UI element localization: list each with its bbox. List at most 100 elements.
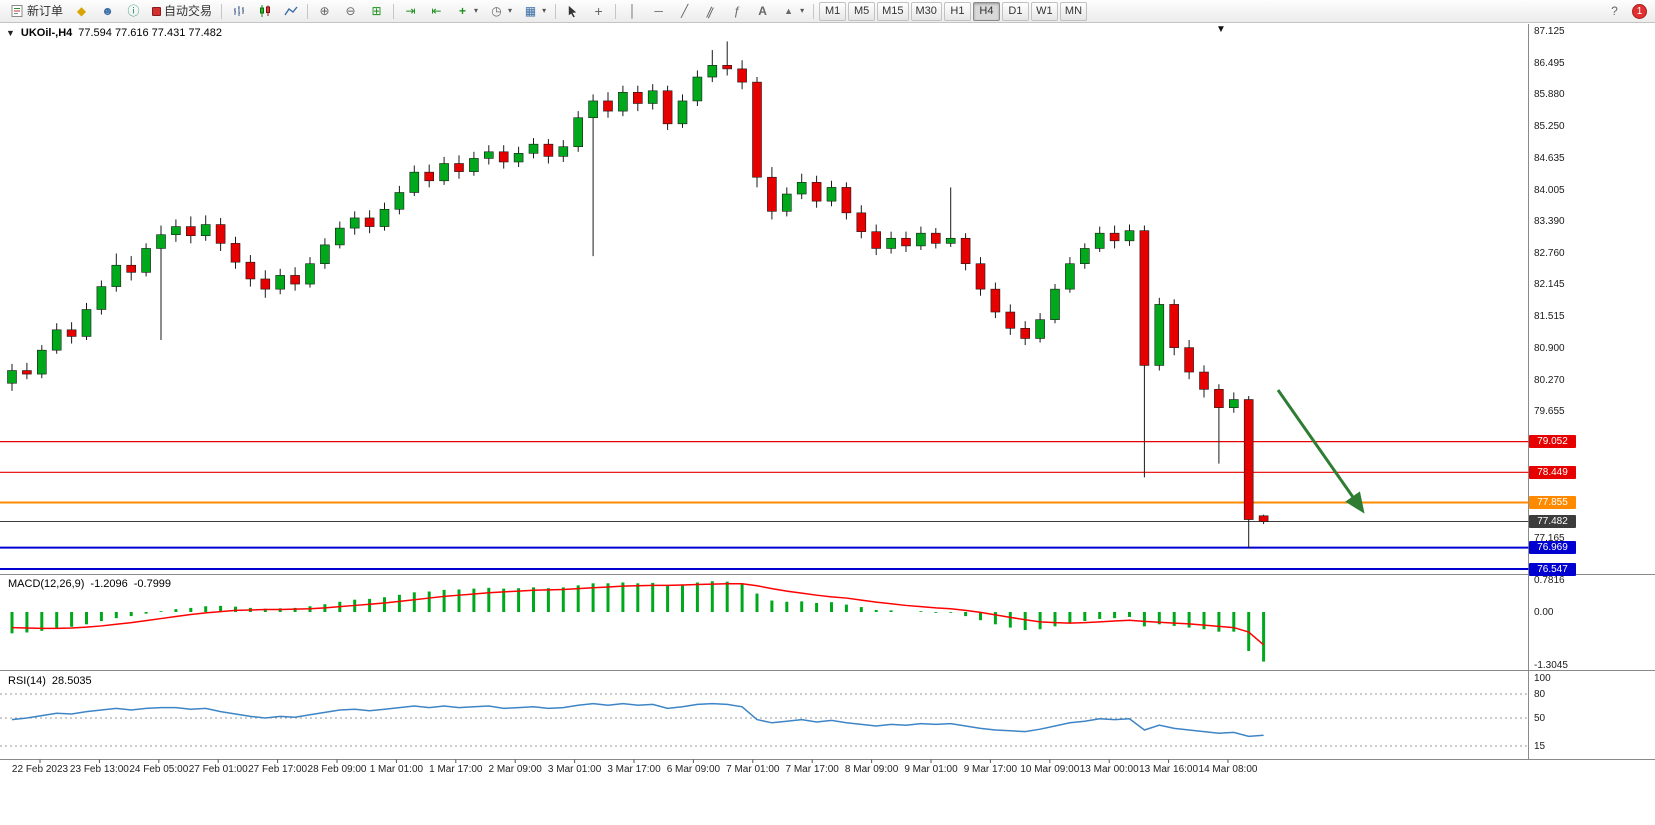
- help-button[interactable]: ?: [1602, 1, 1627, 21]
- wizard-icon: ◆: [76, 4, 87, 18]
- bear-candle: [871, 231, 882, 249]
- cursor-button[interactable]: [560, 1, 585, 21]
- chevron-down-icon: ▾: [508, 6, 513, 15]
- channel-button[interactable]: ∥: [698, 1, 723, 21]
- bull-candle: [707, 65, 718, 78]
- toolbar-separator: [813, 3, 815, 19]
- bear-candle: [990, 288, 1001, 313]
- indicators-icon: +: [459, 4, 467, 18]
- bear-candle: [290, 275, 300, 285]
- macd-layer: [10, 581, 1266, 662]
- auto-scroll-button[interactable]: ⇥: [398, 1, 423, 21]
- bull-candle: [1124, 230, 1135, 242]
- fibonacci-icon: ƒ: [733, 4, 740, 18]
- bull-candle: [171, 226, 181, 236]
- bear-candle: [364, 217, 375, 227]
- tile-windows-button[interactable]: ⊞: [364, 1, 389, 21]
- timeframe-button-M30[interactable]: M30: [910, 1, 942, 21]
- trendline-button[interactable]: ╱: [672, 1, 697, 21]
- timeframe-button-M5[interactable]: M5: [848, 1, 876, 21]
- bull-candle: [677, 100, 688, 125]
- bar-chart-button[interactable]: [226, 1, 251, 21]
- vertical-line-button[interactable]: │: [620, 1, 645, 21]
- autotrading-stopped-icon: [152, 6, 162, 16]
- candlestick-chart-icon: [257, 4, 272, 19]
- bear-candle: [1184, 347, 1194, 373]
- new-order-label: 新订单: [27, 4, 64, 18]
- annotation-arrow[interactable]: [1276, 389, 1365, 514]
- fibonacci-button[interactable]: ƒ: [724, 1, 749, 21]
- timeframe-button-H1[interactable]: H1: [943, 1, 971, 21]
- new-order-button[interactable]: 新订单: [4, 1, 68, 21]
- bear-candle: [22, 370, 32, 375]
- timeframe-button-MN[interactable]: MN: [1059, 1, 1088, 21]
- arrows-button[interactable]: ▲ ▾: [776, 1, 809, 21]
- chevron-down-icon: ▾: [800, 6, 805, 15]
- bear-candle: [260, 278, 271, 290]
- bear-candle: [856, 212, 867, 232]
- community-icon: ⓘ: [127, 4, 140, 18]
- bull-candle: [528, 143, 539, 154]
- bear-candle: [841, 187, 852, 214]
- timeframe-button-H4[interactable]: H4: [972, 1, 1000, 21]
- timeframe-button-D1[interactable]: D1: [1001, 1, 1029, 21]
- timeframe-button-M1[interactable]: M1: [819, 1, 847, 21]
- bear-candle: [230, 243, 241, 263]
- bar-chart-icon: [231, 4, 246, 19]
- rsi-line: [11, 702, 1264, 738]
- horizontal-line-button[interactable]: ─: [646, 1, 671, 21]
- bear-candle: [930, 232, 941, 244]
- autotrading-label: 自动交易: [164, 4, 213, 18]
- periods-button[interactable]: ◷ ▾: [484, 1, 517, 21]
- candlestick-chart-button[interactable]: [252, 1, 277, 21]
- bear-candle: [901, 237, 911, 247]
- crosshair-button[interactable]: +: [586, 1, 611, 21]
- bull-candle: [796, 182, 807, 195]
- bull-candle: [647, 90, 658, 104]
- bear-candle: [66, 329, 77, 337]
- main-toolbar: 新订单 ◆ ☻ ⓘ 自动交易 ⊕ ⊖ ⊞ ⇥ ⇤ + ▾ ◷ ▾ ▦ ▾ + │ ─ …: [0, 0, 1655, 23]
- toolbar-separator: [555, 3, 557, 19]
- notification-badge[interactable]: 1: [1632, 3, 1647, 19]
- chart-shift-button[interactable]: ⇤: [424, 1, 449, 21]
- bear-candle: [603, 100, 613, 112]
- text-tool-icon: A: [758, 4, 767, 18]
- bear-candle: [245, 261, 256, 280]
- profile-button[interactable]: ☻: [95, 1, 120, 21]
- line-chart-button[interactable]: [278, 1, 303, 21]
- bull-candle: [558, 146, 569, 157]
- templates-button[interactable]: ▦ ▾: [518, 1, 551, 21]
- indicators-button[interactable]: + ▾: [450, 1, 483, 21]
- auto-scroll-icon: ⇥: [405, 4, 416, 18]
- rsi-layer: [0, 693, 1529, 747]
- crosshair-icon: +: [594, 3, 603, 19]
- bull-candle: [156, 234, 166, 249]
- chart-wizard-button[interactable]: ◆: [69, 1, 94, 21]
- bull-candle: [1065, 263, 1075, 290]
- community-button[interactable]: ⓘ: [121, 1, 146, 21]
- timeframe-button-M15[interactable]: M15: [877, 1, 909, 21]
- text-button[interactable]: A: [750, 1, 775, 21]
- autotrading-button[interactable]: 自动交易: [147, 1, 217, 21]
- bull-candle: [7, 370, 17, 384]
- bear-candle: [454, 163, 464, 172]
- zoom-out-button[interactable]: ⊖: [338, 1, 363, 21]
- line-chart-icon: [283, 4, 298, 19]
- bear-candle: [1214, 389, 1224, 408]
- timeframe-group: M1 M5 M15 M30 H1 H4 D1 W1 MN: [818, 1, 1088, 21]
- bull-candle: [469, 158, 479, 172]
- bull-candle: [96, 286, 107, 310]
- bull-candle: [826, 187, 837, 202]
- zoom-in-icon: ⊕: [319, 4, 330, 18]
- vertical-line-icon: │: [628, 4, 637, 18]
- zoom-in-button[interactable]: ⊕: [312, 1, 337, 21]
- macd-signal-line: [11, 582, 1265, 646]
- templates-icon: ▦: [524, 4, 537, 18]
- bear-candle: [632, 91, 643, 104]
- bear-candle: [543, 143, 554, 157]
- bull-candle: [36, 349, 47, 375]
- timeframe-button-W1[interactable]: W1: [1030, 1, 1058, 21]
- bull-candle: [379, 208, 390, 227]
- profile-icon: ☻: [101, 4, 114, 18]
